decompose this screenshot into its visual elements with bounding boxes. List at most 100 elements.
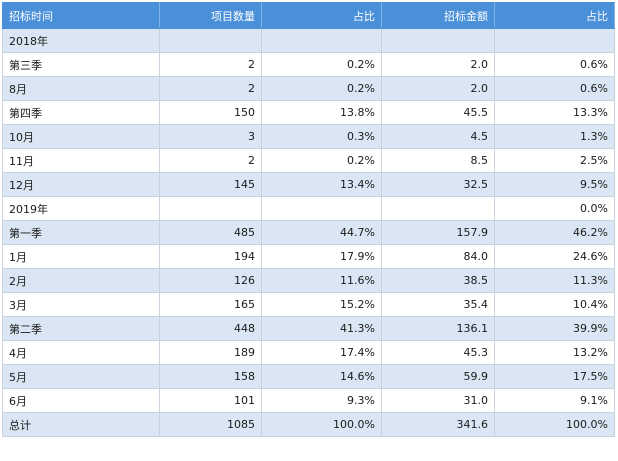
cell-bid-time: 第二季 <box>2 316 160 341</box>
total-amount: 341.6 <box>381 412 495 437</box>
table-body: 2018年 第三季 2 0.2% 2.0 0.6% 8月 2 0.2% 2.0 0.6% 第四季 150… <box>2 28 615 413</box>
table-row: 10月 3 0.3% 4.5 1.3% <box>2 124 615 149</box>
cell-amount-share: 9.5% <box>494 172 615 197</box>
total-count-share: 100.0% <box>261 412 382 437</box>
cell-bid-amount: 136.1 <box>381 316 495 341</box>
cell-project-count: 485 <box>159 220 262 245</box>
cell-amount-share <box>494 28 615 53</box>
cell-project-count: 126 <box>159 268 262 293</box>
cell-bid-time: 第一季 <box>2 220 160 245</box>
cell-bid-amount <box>381 196 495 221</box>
cell-bid-time: 6月 <box>2 388 160 413</box>
cell-bid-amount: 84.0 <box>381 244 495 269</box>
total-count: 1085 <box>159 412 262 437</box>
total-label: 总计 <box>2 412 160 437</box>
header-amount-share: 占比 <box>494 2 615 29</box>
table-row: 8月 2 0.2% 2.0 0.6% <box>2 76 615 101</box>
cell-project-count: 3 <box>159 124 262 149</box>
table-header: 招标时间 项目数量 占比 招标金额 占比 <box>2 2 615 29</box>
cell-bid-time: 5月 <box>2 364 160 389</box>
table-row: 6月 101 9.3% 31.0 9.1% <box>2 388 615 413</box>
cell-amount-share: 2.5% <box>494 148 615 173</box>
cell-count-share: 9.3% <box>261 388 382 413</box>
table-row: 12月 145 13.4% 32.5 9.5% <box>2 172 615 197</box>
cell-project-count: 2 <box>159 76 262 101</box>
cell-bid-amount <box>381 28 495 53</box>
cell-bid-time: 8月 <box>2 76 160 101</box>
table-row: 11月 2 0.2% 8.5 2.5% <box>2 148 615 173</box>
cell-count-share: 15.2% <box>261 292 382 317</box>
header-bid-time: 招标时间 <box>2 2 160 29</box>
cell-count-share: 17.4% <box>261 340 382 365</box>
cell-amount-share: 24.6% <box>494 244 615 269</box>
cell-amount-share: 0.6% <box>494 52 615 77</box>
table-row: 2019年 0.0% <box>2 196 615 221</box>
cell-bid-time: 11月 <box>2 148 160 173</box>
cell-bid-amount: 45.5 <box>381 100 495 125</box>
cell-count-share: 13.4% <box>261 172 382 197</box>
cell-count-share: 0.2% <box>261 76 382 101</box>
cell-amount-share: 13.3% <box>494 100 615 125</box>
cell-bid-time: 第三季 <box>2 52 160 77</box>
table-row: 第四季 150 13.8% 45.5 13.3% <box>2 100 615 125</box>
cell-amount-share: 39.9% <box>494 316 615 341</box>
cell-bid-amount: 2.0 <box>381 76 495 101</box>
table-row: 第三季 2 0.2% 2.0 0.6% <box>2 52 615 77</box>
cell-bid-amount: 38.5 <box>381 268 495 293</box>
header-project-count: 项目数量 <box>159 2 262 29</box>
cell-bid-amount: 31.0 <box>381 388 495 413</box>
cell-count-share <box>261 196 382 221</box>
cell-amount-share: 17.5% <box>494 364 615 389</box>
table-footer: 总计 1085 100.0% 341.6 100.0% <box>2 412 615 437</box>
table-row: 4月 189 17.4% 45.3 13.2% <box>2 340 615 365</box>
cell-amount-share: 10.4% <box>494 292 615 317</box>
cell-amount-share: 0.6% <box>494 76 615 101</box>
cell-project-count: 165 <box>159 292 262 317</box>
cell-count-share <box>261 28 382 53</box>
table-row: 2月 126 11.6% 38.5 11.3% <box>2 268 615 293</box>
cell-count-share: 11.6% <box>261 268 382 293</box>
header-bid-amount: 招标金额 <box>381 2 495 29</box>
cell-bid-time: 10月 <box>2 124 160 149</box>
header-count-share: 占比 <box>261 2 382 29</box>
table-row: 第二季 448 41.3% 136.1 39.9% <box>2 316 615 341</box>
cell-count-share: 0.2% <box>261 148 382 173</box>
cell-project-count: 145 <box>159 172 262 197</box>
cell-bid-time: 12月 <box>2 172 160 197</box>
cell-project-count: 448 <box>159 316 262 341</box>
cell-project-count: 2 <box>159 52 262 77</box>
cell-amount-share: 11.3% <box>494 268 615 293</box>
cell-amount-share: 46.2% <box>494 220 615 245</box>
cell-project-count: 150 <box>159 100 262 125</box>
cell-bid-amount: 2.0 <box>381 52 495 77</box>
cell-amount-share: 0.0% <box>494 196 615 221</box>
cell-bid-amount: 8.5 <box>381 148 495 173</box>
cell-bid-amount: 59.9 <box>381 364 495 389</box>
cell-bid-time: 第四季 <box>2 100 160 125</box>
cell-count-share: 0.2% <box>261 52 382 77</box>
bidding-statistics-table: 招标时间 项目数量 占比 招标金额 占比 2018年 第三季 2 0.2% 2.0 0.6… <box>2 2 615 437</box>
cell-bid-time: 4月 <box>2 340 160 365</box>
cell-project-count: 158 <box>159 364 262 389</box>
cell-bid-amount: 32.5 <box>381 172 495 197</box>
cell-count-share: 44.7% <box>261 220 382 245</box>
cell-count-share: 13.8% <box>261 100 382 125</box>
cell-amount-share: 1.3% <box>494 124 615 149</box>
cell-bid-time: 2月 <box>2 268 160 293</box>
header-row: 招标时间 项目数量 占比 招标金额 占比 <box>2 2 615 29</box>
cell-project-count: 189 <box>159 340 262 365</box>
total-row: 总计 1085 100.0% 341.6 100.0% <box>2 412 615 437</box>
cell-amount-share: 13.2% <box>494 340 615 365</box>
cell-project-count: 2 <box>159 148 262 173</box>
table-row: 第一季 485 44.7% 157.9 46.2% <box>2 220 615 245</box>
cell-bid-amount: 45.3 <box>381 340 495 365</box>
table-row: 2018年 <box>2 28 615 53</box>
total-amount-share: 100.0% <box>494 412 615 437</box>
cell-bid-time: 3月 <box>2 292 160 317</box>
cell-bid-time: 1月 <box>2 244 160 269</box>
cell-project-count: 194 <box>159 244 262 269</box>
cell-count-share: 0.3% <box>261 124 382 149</box>
cell-bid-amount: 157.9 <box>381 220 495 245</box>
cell-project-count <box>159 196 262 221</box>
cell-count-share: 41.3% <box>261 316 382 341</box>
